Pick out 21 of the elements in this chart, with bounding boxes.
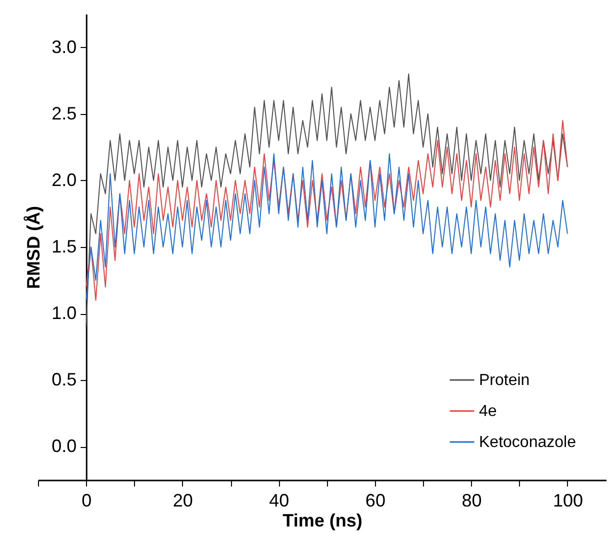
y-axis-title: RMSD (Å)	[24, 206, 44, 289]
legend-label: Ketoconazole	[479, 434, 576, 451]
y-tick-label: 1.0	[52, 303, 77, 324]
y-tick-label: 3.0	[52, 36, 77, 57]
y-tick-label: 1.5	[52, 236, 77, 256]
line-series	[86, 120, 568, 301]
y-tick-label: 0.5	[52, 370, 77, 390]
y-tick-label: 0.0	[52, 436, 77, 456]
x-tick-label: 0	[82, 490, 92, 510]
x-tick-label: 60	[365, 490, 386, 510]
x-tick-label: 20	[172, 490, 193, 510]
legend-label: Protein	[479, 372, 530, 389]
x-axis-title: Time (ns)	[282, 510, 362, 530]
y-tick-label: 2.0	[52, 170, 77, 190]
line-series	[86, 153, 568, 301]
legend-label: 4e	[479, 403, 497, 420]
x-tick-label: 40	[269, 490, 290, 510]
y-tick-label: 2.5	[52, 103, 77, 124]
x-tick-label: 100	[552, 490, 584, 510]
line-series	[86, 73, 568, 328]
x-tick-label: 80	[462, 490, 482, 510]
